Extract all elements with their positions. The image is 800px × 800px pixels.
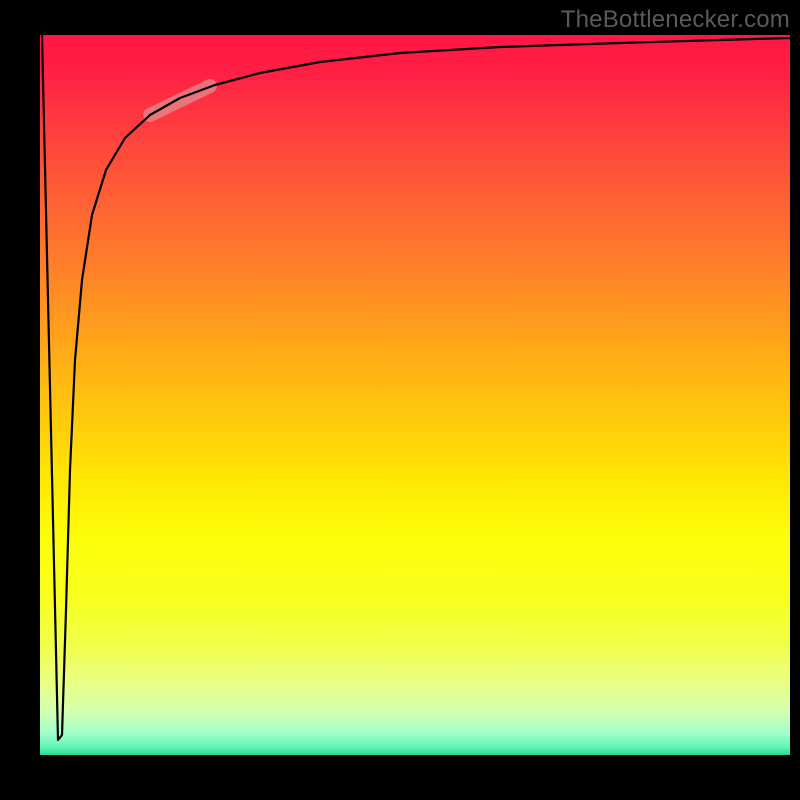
watermark-text: TheBottlenecker.com [561,6,790,34]
frame: TheBottlenecker.com [0,0,800,800]
plot-area [40,35,790,755]
